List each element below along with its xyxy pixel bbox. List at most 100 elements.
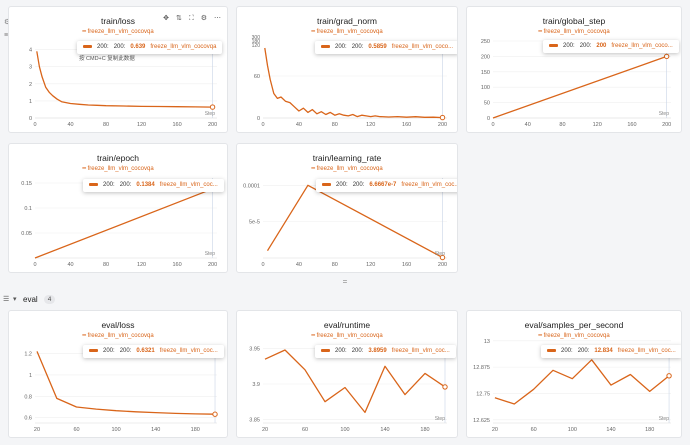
series-line	[492, 55, 667, 119]
step-label: Step	[205, 251, 216, 257]
legend-entry[interactable]: ━ freeze_llm_vlm_cocovqa	[82, 333, 154, 339]
legend-entry[interactable]: ━ freeze_llm_vlm_cocovqa	[538, 333, 610, 339]
y-tick-label: 60	[254, 74, 260, 80]
legend-swatch	[322, 182, 331, 186]
legend-entry[interactable]: ━ freeze_llm_vlm_cocovqa	[538, 29, 610, 35]
x-tick-label: 200	[438, 122, 447, 128]
hover-tooltip: 200: 200: 0.639 freeze_llm_vlm_cocovqa	[77, 41, 223, 54]
series-line	[494, 359, 670, 405]
reorder-icon[interactable]: ⇅	[175, 15, 182, 22]
y-tick-label: 200	[481, 54, 490, 60]
y-tick-label: 3.95	[249, 347, 260, 353]
legend-entry[interactable]: ━ freeze_llm_vlm_cocovqa	[311, 29, 383, 35]
panel-train-loss: train/loss ━ freeze_llm_vlm_cocovqa 0 1 2 3 4 0…	[8, 6, 228, 133]
tooltip-step: 200:	[335, 348, 347, 354]
y-tick-label: 1.2	[24, 352, 32, 358]
legend-entry[interactable]: ━ freeze_llm_vlm_cocovqa	[311, 333, 383, 339]
x-tick-label: 0	[261, 262, 264, 268]
series-line	[264, 47, 443, 119]
settings-icon[interactable]: ⚙	[4, 18, 10, 26]
panel-toolbar: ✥ ⇅ ⛶ ⚙ ⋯	[163, 13, 221, 25]
tooltip-value: 0.6321	[136, 348, 155, 354]
legend-entry[interactable]: ━ freeze_llm_vlm_cocovqa	[311, 166, 383, 172]
drag-handle-icon[interactable]: ☰	[3, 296, 10, 303]
tooltip-step: 200:	[577, 348, 590, 354]
panel-eval-loss: eval/loss ━ freeze_llm_vlm_cocovqa 0.6 0.8 1…	[8, 310, 228, 438]
panel-title: train/global_step	[542, 16, 606, 26]
x-tick-label: 80	[559, 122, 565, 128]
x-tick-label: 60	[73, 427, 79, 433]
x-tick-label: 0	[33, 262, 36, 268]
panel-title: eval/samples_per_second	[524, 320, 624, 330]
hover-tooltip: 200: 200: 0.5859 freeze_llm_vlm_coco...	[315, 41, 457, 54]
y-tick-label: 1	[29, 99, 32, 105]
chart-svg: 0 50 100 150 200 250 0 40 80 120 160 200 Step	[481, 39, 671, 128]
y-tick-label: 3	[29, 65, 32, 71]
tooltip-step: 200:	[579, 43, 592, 49]
section-count-badge: 4	[43, 294, 56, 304]
chart-svg: 12.625 12.75 12.875 13 20 60 100 140 180 Step	[473, 339, 672, 433]
tooltip-run-name: freeze_llm_vlm_coc...	[401, 182, 458, 188]
legend-swatch	[321, 348, 330, 352]
gear-icon[interactable]: ⚙	[200, 15, 207, 22]
chart-svg: 0.05 0.1 0.15 0 40 80 120 160 200 Step	[21, 178, 217, 268]
y-tick-label: 0.0001	[243, 183, 260, 189]
y-tick-label: 0.8	[24, 394, 32, 400]
hover-point	[209, 104, 216, 110]
section-resize-handle[interactable]: =	[342, 277, 348, 286]
tooltip-step: 200:	[335, 44, 347, 50]
x-tick-label: 40	[296, 122, 302, 128]
tooltip-step: 200:	[351, 44, 364, 50]
legend-entry[interactable]: ━ freeze_llm_vlm_cocovqa	[82, 29, 154, 35]
legend-entry[interactable]: ━ freeze_llm_vlm_cocovqa	[82, 166, 154, 172]
tooltip-run-name: freeze_llm_vlm_coc...	[159, 348, 218, 354]
panel-title: train/epoch	[96, 153, 140, 163]
x-tick-label: 40	[525, 122, 531, 128]
tooltip-step: 200:	[119, 182, 132, 188]
hover-point	[212, 411, 218, 417]
series-line	[264, 349, 446, 414]
x-tick-label: 160	[402, 262, 411, 268]
x-tick-label: 160	[402, 122, 411, 128]
y-tick-label: 0	[257, 116, 260, 122]
hover-tooltip: 200: 200: 6.6667e-7 freeze_llm_vlm_coc...	[316, 179, 458, 192]
x-tick-label: 40	[67, 262, 73, 268]
x-tick-label: 20	[34, 427, 40, 433]
y-tick-label: 12.75	[476, 391, 490, 397]
y-tick-label: 0	[29, 116, 32, 122]
hover-point	[439, 254, 446, 261]
section-header-eval[interactable]: ☰ ▾ eval 4	[0, 292, 56, 306]
x-tick-label: 200	[662, 122, 671, 128]
chevron-down-icon[interactable]: ▾	[13, 296, 17, 303]
move-icon[interactable]: ✥	[163, 15, 169, 22]
y-tick-label: 120	[252, 43, 261, 49]
panel-title: train/learning_rate	[312, 153, 382, 163]
hover-tooltip: 200: 200: 3.8959 freeze_llm_vlm_coc...	[315, 345, 456, 358]
fullscreen-icon[interactable]: ⛶	[188, 15, 194, 22]
tooltip-step: 200:	[561, 348, 573, 354]
x-tick-label: 100	[112, 427, 121, 433]
x-tick-label: 140	[151, 427, 160, 433]
x-tick-label: 160	[172, 262, 181, 268]
tooltip-step: 200:	[103, 182, 115, 188]
x-tick-label: 180	[420, 427, 429, 433]
tooltip-step: 200:	[563, 43, 575, 49]
y-tick-label: 3.9	[252, 382, 260, 388]
hover-tooltip: 200: 200: 12.834 freeze_llm_vlm_coc...	[541, 345, 681, 358]
panel-eval-samples-per-second: eval/samples_per_second ━ freeze_llm_vlm_…	[466, 310, 682, 438]
x-tick-label: 80	[332, 262, 338, 268]
y-tick-label: 50	[484, 101, 490, 107]
x-tick-label: 80	[103, 122, 109, 128]
list-icon[interactable]: ≡	[4, 32, 9, 39]
tooltip-run-name: freeze_llm_vlm_coc...	[617, 348, 676, 354]
tooltip-value: 12.834	[594, 348, 613, 354]
more-icon[interactable]: ⋯	[214, 15, 221, 22]
step-label: Step	[435, 416, 446, 422]
panel-train-learning-rate: train/learning_rate ━ freeze_llm_vlm_coco…	[236, 143, 458, 273]
legend-swatch	[89, 348, 98, 352]
x-tick-label: 0	[491, 122, 494, 128]
copy-hint: 按 CMD+C 复制此数据	[79, 56, 135, 62]
hover-tooltip: 200: 200: 200 freeze_llm_vlm_coco...	[543, 40, 679, 53]
